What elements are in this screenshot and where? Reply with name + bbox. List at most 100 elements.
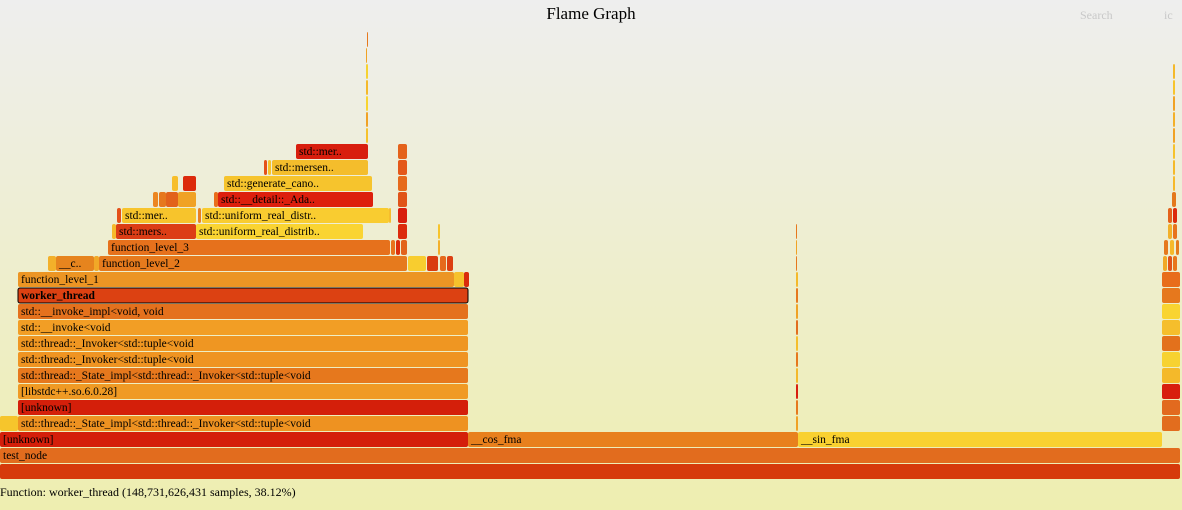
- small-frame[interactable]: [1164, 240, 1168, 255]
- frame-rect[interactable]: [272, 160, 368, 175]
- small-frame[interactable]: [366, 64, 368, 79]
- small-frame[interactable]: [1173, 64, 1175, 79]
- small-frame[interactable]: [1173, 176, 1175, 191]
- small-frame[interactable]: [1173, 160, 1175, 175]
- small-frame[interactable]: [366, 48, 367, 63]
- uniform-distr-frame-2[interactable]: std::uniform_real_distr..: [202, 208, 389, 223]
- small-frame[interactable]: [366, 112, 368, 127]
- small-frame[interactable]: [1173, 112, 1175, 127]
- small-frame[interactable]: [1162, 384, 1180, 399]
- small-frame[interactable]: [1162, 304, 1180, 319]
- small-frame[interactable]: [1162, 416, 1180, 431]
- small-frame[interactable]: [1173, 144, 1175, 159]
- small-frame[interactable]: [1172, 192, 1176, 207]
- unknown-frame-2[interactable]: [unknown]: [18, 400, 468, 415]
- mersenne-frame-1[interactable]: std::mers..: [116, 224, 196, 239]
- state-impl-frame-1[interactable]: std::thread::_State_impl<std::thread::_I…: [18, 416, 468, 431]
- frame-rect[interactable]: [116, 224, 196, 239]
- small-frame[interactable]: [796, 224, 797, 239]
- mersenne-frame-4[interactable]: std::mer..: [296, 144, 368, 159]
- small-frame[interactable]: [398, 192, 407, 207]
- small-frame[interactable]: [0, 416, 18, 431]
- small-frame[interactable]: [796, 272, 798, 287]
- frame-rect[interactable]: [122, 208, 196, 223]
- libstdcpp-frame[interactable]: [libstdc++.so.6.0.28]: [18, 384, 468, 399]
- small-frame[interactable]: [796, 304, 798, 319]
- small-frame[interactable]: [427, 256, 438, 271]
- small-frame[interactable]: [178, 192, 196, 207]
- sin-fma-frame[interactable]: __sin_fma: [798, 432, 1162, 447]
- small-frame[interactable]: [1176, 240, 1179, 255]
- small-frame[interactable]: [438, 224, 440, 239]
- truncated-c-frame[interactable]: __c..: [56, 256, 94, 271]
- small-frame[interactable]: [796, 240, 797, 255]
- generate-canonical-frame[interactable]: std::generate_cano..: [224, 176, 372, 191]
- small-frame[interactable]: [447, 256, 453, 271]
- invoker-frame-2[interactable]: std::thread::_Invoker<std::tuple<void: [18, 336, 468, 351]
- frame-rect[interactable]: [18, 384, 468, 399]
- root-frame[interactable]: [0, 464, 1180, 479]
- frame-rect[interactable]: [99, 256, 407, 271]
- small-frame[interactable]: [398, 160, 407, 175]
- small-frame[interactable]: [117, 208, 121, 223]
- frame-rect[interactable]: [798, 432, 1162, 447]
- small-frame[interactable]: [1170, 240, 1174, 255]
- mersenne-frame-2[interactable]: std::mer..: [122, 208, 196, 223]
- small-frame[interactable]: [796, 352, 798, 367]
- small-frame[interactable]: [367, 32, 368, 47]
- small-frame[interactable]: [398, 176, 407, 191]
- small-frame[interactable]: [1162, 352, 1180, 367]
- mersenne-frame-3[interactable]: std::mersen..: [272, 160, 368, 175]
- small-frame[interactable]: [796, 384, 798, 399]
- frame-rect[interactable]: [18, 400, 468, 415]
- small-frame[interactable]: [172, 176, 178, 191]
- invoker-frame-1[interactable]: std::thread::_Invoker<std::tuple<void: [18, 352, 468, 367]
- small-frame[interactable]: [1162, 400, 1180, 415]
- small-frame[interactable]: [366, 128, 368, 143]
- small-frame[interactable]: [153, 192, 158, 207]
- small-frame[interactable]: [366, 80, 368, 95]
- small-frame[interactable]: [1168, 208, 1172, 223]
- small-frame[interactable]: [183, 176, 196, 191]
- small-frame[interactable]: [264, 160, 267, 175]
- frame-rect[interactable]: [18, 352, 468, 367]
- small-frame[interactable]: [198, 208, 201, 223]
- small-frame[interactable]: [796, 400, 798, 415]
- unknown-frame-bottom[interactable]: [unknown]: [0, 432, 468, 447]
- small-frame[interactable]: [796, 320, 798, 335]
- small-frame[interactable]: [1162, 320, 1180, 335]
- small-frame[interactable]: [94, 256, 99, 271]
- frame-rect[interactable]: [18, 304, 468, 319]
- small-frame[interactable]: [389, 208, 391, 223]
- small-frame[interactable]: [1173, 256, 1177, 271]
- uniform-distrib-frame-1[interactable]: std::uniform_real_distrib..: [196, 224, 363, 239]
- small-frame[interactable]: [48, 256, 56, 271]
- small-frame[interactable]: [159, 192, 166, 207]
- small-frame[interactable]: [1173, 96, 1175, 111]
- frame-rect[interactable]: [18, 320, 468, 335]
- worker-thread-frame[interactable]: worker_thread: [17, 287, 469, 304]
- detail-adaptor-frame[interactable]: std::__detail::_Ada..: [218, 192, 373, 207]
- small-frame[interactable]: [398, 208, 407, 223]
- function-level-3-frame[interactable]: function_level_3: [108, 240, 390, 255]
- small-frame[interactable]: [1168, 256, 1172, 271]
- function-level-1-frame[interactable]: function_level_1: [18, 272, 454, 287]
- frame-rect[interactable]: [224, 176, 372, 191]
- small-frame[interactable]: [166, 192, 178, 207]
- small-frame[interactable]: [366, 96, 368, 111]
- small-frame[interactable]: [1163, 256, 1167, 271]
- small-frame[interactable]: [1168, 224, 1172, 239]
- small-frame[interactable]: [796, 256, 797, 271]
- ignore-case-toggle[interactable]: ic: [1164, 8, 1173, 22]
- small-frame[interactable]: [391, 240, 395, 255]
- small-frame[interactable]: [1162, 288, 1180, 303]
- small-frame[interactable]: [454, 272, 464, 287]
- frame-rect[interactable]: [18, 336, 468, 351]
- small-frame[interactable]: [396, 240, 400, 255]
- small-frame[interactable]: [796, 288, 798, 303]
- frame-rect[interactable]: [18, 368, 468, 383]
- small-frame[interactable]: [398, 144, 407, 159]
- frame-rect[interactable]: [18, 272, 454, 287]
- frame-rect[interactable]: [0, 432, 468, 447]
- small-frame[interactable]: [796, 336, 798, 351]
